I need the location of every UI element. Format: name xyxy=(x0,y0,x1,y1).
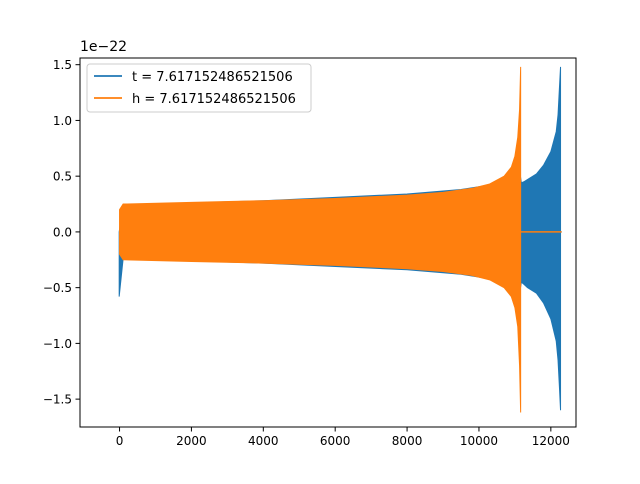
x-tick-label: 12000 xyxy=(532,434,570,448)
y-axis-offset-label: 1e−22 xyxy=(80,39,127,55)
y-tick-label: −0.5 xyxy=(43,281,72,295)
y-tick-label: 0.5 xyxy=(53,170,72,184)
x-tick-label: 10000 xyxy=(460,434,498,448)
series-1 xyxy=(119,66,562,413)
x-tick-label: 0 xyxy=(116,434,124,448)
series-band-1 xyxy=(119,66,522,413)
legend-box xyxy=(86,63,312,113)
legend-label-0: t = 7.617152486521506 xyxy=(132,70,293,85)
x-tick-label: 4000 xyxy=(248,434,279,448)
y-tick-label: −1.5 xyxy=(43,393,72,407)
legend: t = 7.617152486521506 h = 7.6171524865215… xyxy=(86,63,312,113)
plot-area xyxy=(118,66,562,413)
legend-label-1: h = 7.617152486521506 xyxy=(132,92,296,107)
y-tick-label: 1.0 xyxy=(53,114,72,128)
x-tick-label: 6000 xyxy=(320,434,351,448)
x-tick-label: 2000 xyxy=(176,434,207,448)
x-tick-label: 8000 xyxy=(392,434,423,448)
y-tick-label: −1.0 xyxy=(43,337,72,351)
y-tick-label: 0.0 xyxy=(53,225,72,239)
y-tick-label: 1.5 xyxy=(53,58,72,72)
axes-frame xyxy=(79,57,577,428)
